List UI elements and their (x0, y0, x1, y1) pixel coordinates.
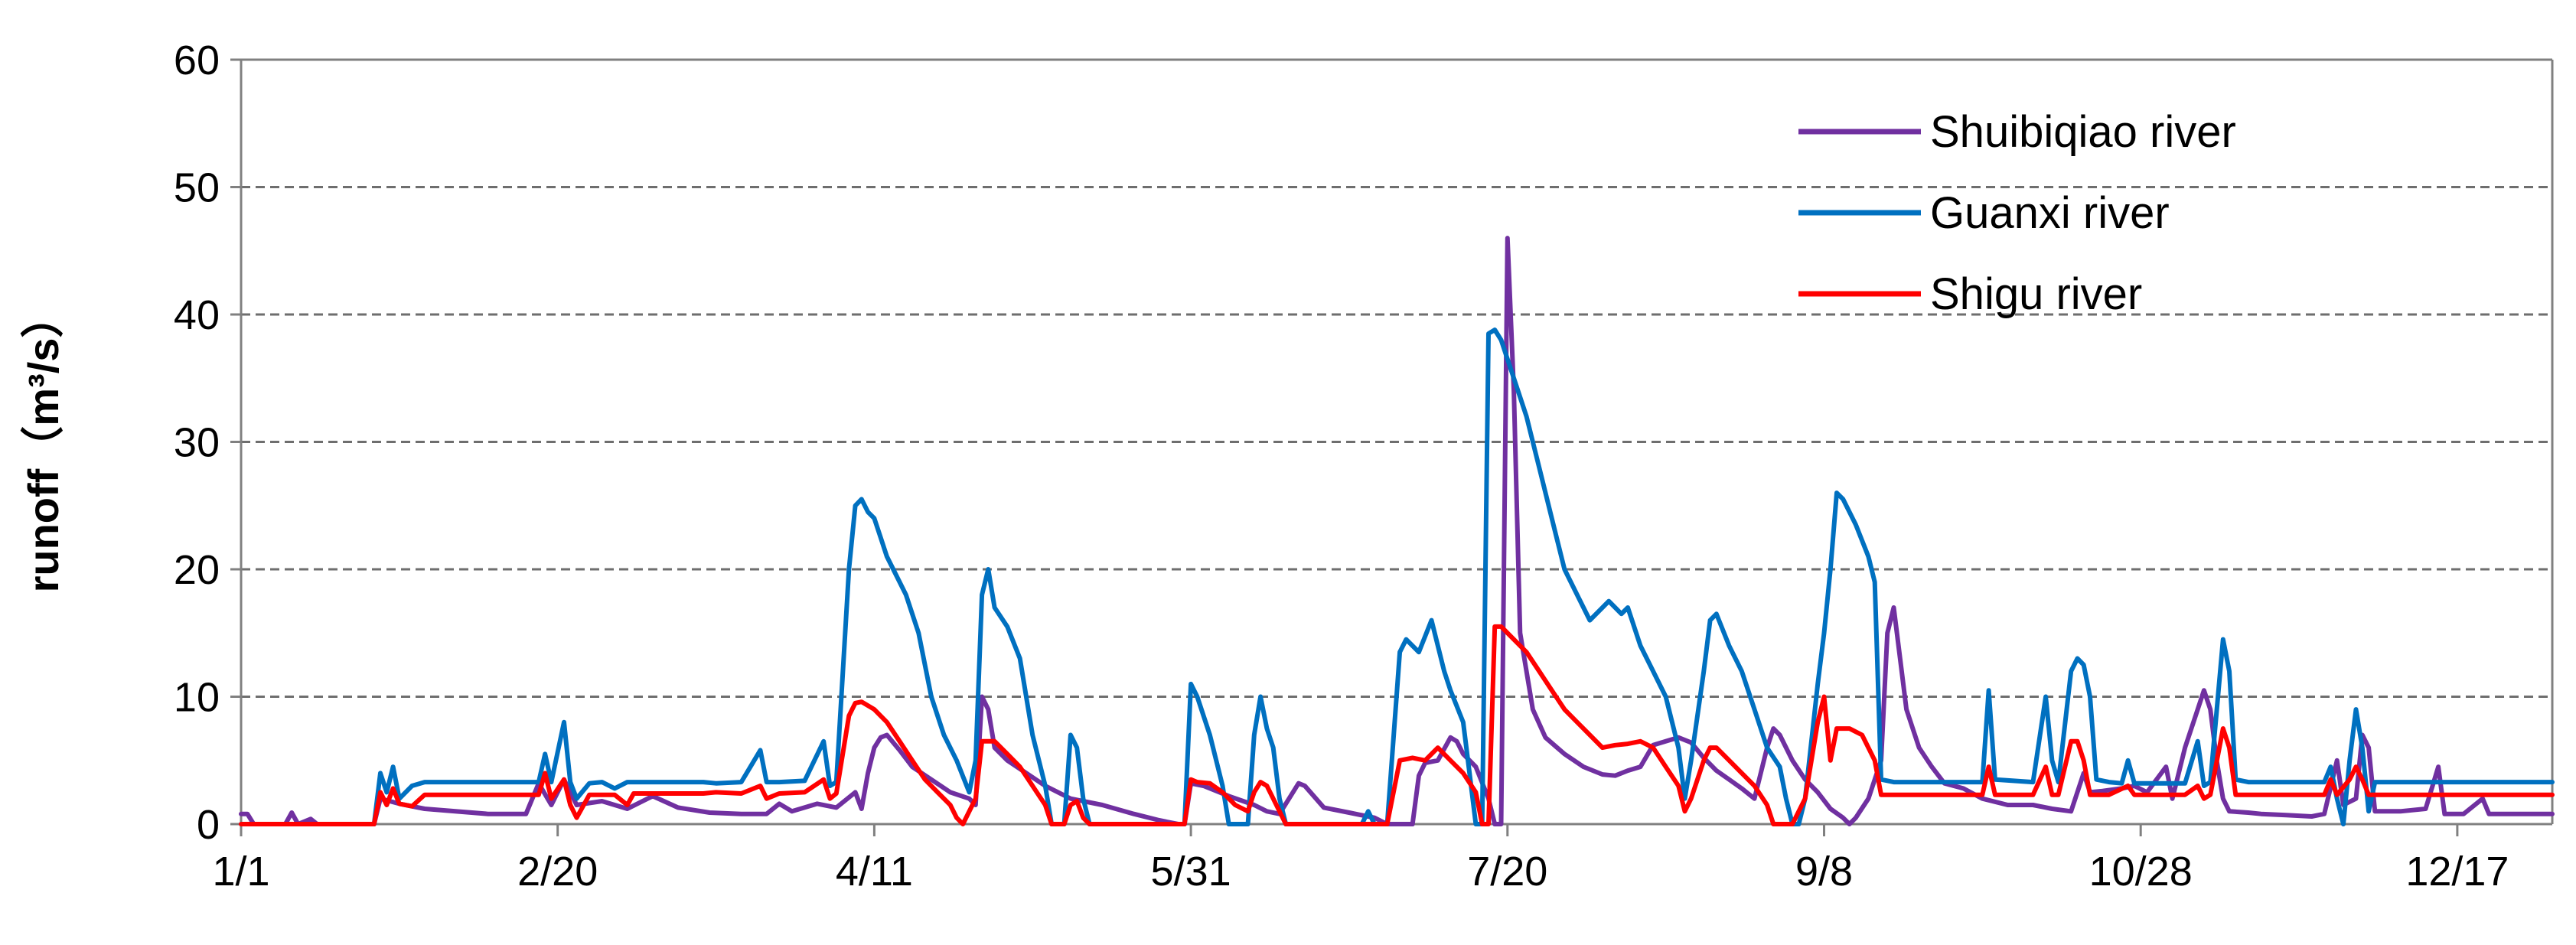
x-tick-label-1-1: 1/1 (212, 849, 269, 894)
x-tick-label-12-17: 12/17 (2405, 849, 2509, 894)
legend: Shuibiqiao river Guanxi river Shigu river (1798, 107, 2236, 319)
y-tick-label-60: 60 (174, 37, 220, 83)
x-tick-labels: 1/1 2/20 4/11 5/31 7/20 9/8 10/28 12/17 (212, 849, 2509, 894)
y-tick-label-30: 30 (174, 420, 220, 466)
legend-label-shigu-river: Shigu river (1930, 269, 2142, 319)
x-tick-label-2-20: 2/20 (517, 849, 598, 894)
legend-label-guanxi-river: Guanxi river (1930, 188, 2170, 238)
x-tick-label-7-20: 7/20 (1467, 849, 1547, 894)
series-line-shigu-river (239, 624, 2555, 826)
y-tick-labels: 0 10 20 30 40 50 60 (174, 37, 220, 848)
y-tick-label-20: 20 (174, 547, 220, 593)
y-tick-label-10: 10 (174, 675, 220, 721)
series-line-guanxi-river (239, 327, 2555, 826)
y-tick-label-40: 40 (174, 292, 220, 338)
y-tick-label-50: 50 (174, 165, 220, 211)
y-axis-title: runoff（m³/s） (19, 295, 67, 593)
axes (230, 58, 2554, 836)
x-tick-label-10-28: 10/28 (2089, 849, 2193, 894)
x-tick-label-4-11: 4/11 (836, 849, 913, 894)
y-tick-label-0: 0 (197, 802, 220, 848)
x-tick-label-5-31: 5/31 (1151, 849, 1231, 894)
series-lines (239, 236, 2555, 826)
gridlines (241, 186, 2552, 698)
x-tick-label-9-8: 9/8 (1795, 849, 1853, 894)
legend-label-shuibiqiao-river: Shuibiqiao river (1930, 107, 2236, 157)
series-line-shuibiqiao-river (239, 236, 2555, 826)
